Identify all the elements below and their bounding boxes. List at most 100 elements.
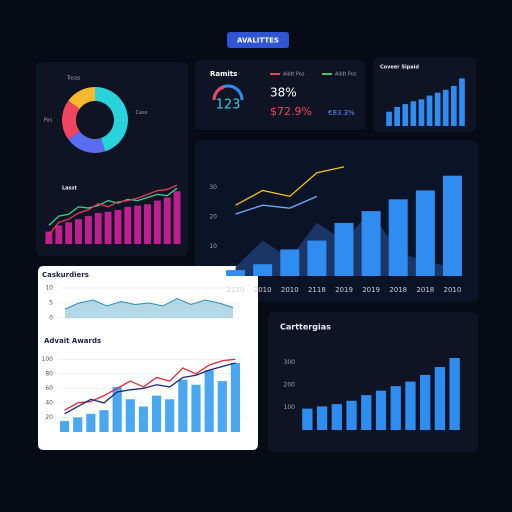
y-tick-label: 60 [45,385,53,392]
slice-label: Pas [44,118,53,124]
x-tick-label: 2018 [416,286,434,294]
bar [415,190,435,276]
bar [217,381,227,432]
bar [230,362,241,432]
y-tick-label: 100 [42,356,54,363]
donut-slice [68,131,106,153]
bar [420,374,431,430]
y-tick-label: 5 [49,300,53,307]
x-tick-label: 2019 [335,286,353,294]
kpi-title: Ramits [210,70,237,78]
bar [361,395,372,430]
y-tick-label: 300 [284,359,296,366]
slice-label: Cass [136,110,148,116]
bar [226,270,246,276]
bar [434,367,446,430]
bar [178,379,188,432]
line [48,187,178,226]
panel [195,60,365,130]
bar [99,410,109,432]
slice-label: Tosas [66,76,81,82]
bar [59,421,70,432]
bar [418,99,425,126]
line [64,362,236,415]
bar [375,390,387,430]
bar [307,240,327,276]
chart-title: Carttergias [280,323,331,332]
bar [449,358,460,430]
bar [86,413,96,432]
header-button[interactable] [227,32,289,48]
bar [280,249,300,276]
bar [253,264,273,276]
chart-title: Advait Awards [44,337,101,345]
bar [361,211,381,276]
bar [173,191,181,244]
kpi-value: 38% [270,86,297,100]
y-tick-label: 80 [45,370,53,377]
line [235,166,345,206]
bar [390,386,401,430]
chart-title: Caskurdiers [42,271,89,279]
bar [55,225,63,244]
bar [94,213,102,244]
gauge [212,85,225,101]
bar [125,399,135,432]
kpi-panel: Ramits Aildt Pos Aildt Pos 123 38% $72.9… [210,70,357,118]
bar [394,106,400,126]
x-tick-label: 2019 [362,286,380,294]
legend-label: Aildt Pos [283,72,305,78]
bar [104,211,112,244]
kpi-value: €83.3% [328,109,355,117]
panel [268,312,478,452]
y-tick-label: 20 [45,414,53,421]
bar [402,104,409,126]
kpi-value: 123 [216,98,241,113]
legend-label: Aildt Pos [335,72,357,78]
bar [204,370,214,432]
bar [410,101,417,126]
bar [331,404,342,430]
bar [75,219,82,244]
bar [459,78,465,126]
line [48,184,178,236]
x-tick-label: 2010 [254,286,272,294]
bar [124,206,132,244]
bar [434,92,441,126]
chart-title: Coveer Sipaid [380,65,419,71]
x-tick-label: 2110 [227,286,245,294]
bar [163,197,171,244]
y-tick-label: 10 [209,243,217,250]
x-tick-label: 2010 [281,286,299,294]
y-tick-label: 30 [209,184,217,191]
bar [144,204,151,244]
kpi-value: $72.9% [270,105,312,118]
y-tick-label: 200 [284,382,296,389]
bar [316,406,328,430]
white-card [38,266,258,450]
x-tick-label: 2018 [389,286,407,294]
x-tick-label: 2010 [444,286,462,294]
donut-slice [95,87,128,152]
bar [153,200,161,244]
y-tick-label: 0 [49,315,53,322]
bar [138,406,149,432]
line [64,297,234,310]
bar [112,386,122,432]
bar [45,231,53,244]
bar [346,400,357,430]
bar [442,175,462,276]
bar [302,408,313,430]
x-tick-label: 2118 [308,286,326,294]
bar [134,205,142,244]
bar [73,417,83,432]
bar [65,222,73,244]
bar [151,395,162,432]
bar [334,222,354,276]
bar [442,89,449,126]
bar [165,399,175,432]
bar [114,209,122,244]
bar [84,216,92,244]
bar [386,111,392,126]
